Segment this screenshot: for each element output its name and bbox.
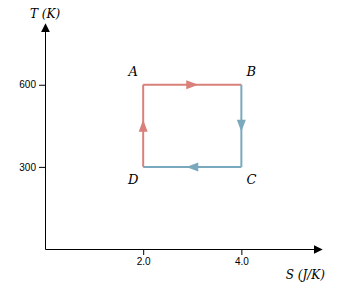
point-label: C: [246, 172, 256, 187]
x-tick-mark: [143, 249, 144, 255]
y-tick: 300: [19, 162, 45, 173]
y-axis-title: T (K): [30, 7, 60, 21]
plot-area: [139, 80, 246, 171]
y-tick-mark: [39, 167, 45, 168]
x-tick-label: 4.0: [235, 256, 249, 267]
chart: 2.0 4.0 300 600 A B C D S (J/K) T (K): [0, 0, 337, 287]
x-tick-label: 2.0: [137, 256, 151, 267]
x-axis: 2.0 4.0: [46, 249, 316, 267]
y-axis: 300 600: [19, 31, 45, 250]
x-tick: 2.0: [137, 249, 151, 267]
y-tick-label: 600: [19, 79, 36, 90]
point-label: A: [127, 64, 137, 79]
y-tick-label: 300: [19, 162, 36, 173]
y-tick-mark: [39, 85, 45, 86]
direction-arrow: [186, 80, 198, 89]
point-label: B: [246, 64, 257, 79]
direction-arrow: [237, 120, 246, 132]
point-label: D: [127, 172, 139, 187]
x-tick-mark: [241, 249, 242, 255]
direction-arrow: [186, 162, 198, 171]
x-tick: 4.0: [235, 249, 249, 267]
x-axis-line: [46, 249, 316, 250]
direction-arrow: [139, 120, 148, 132]
y-axis-line: [45, 31, 46, 250]
y-tick: 600: [19, 79, 45, 90]
x-axis-title: S (J/K): [286, 268, 326, 282]
